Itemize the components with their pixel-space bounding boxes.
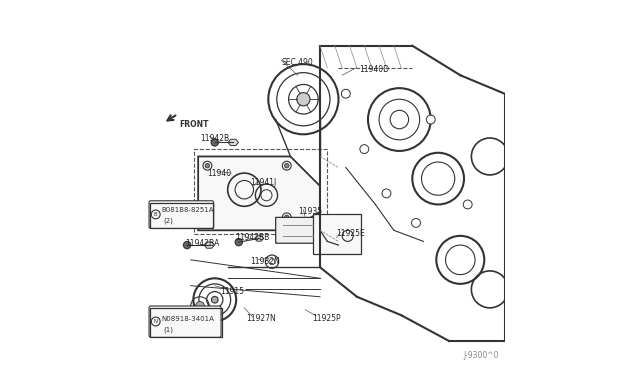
Text: (1): (1) — [163, 327, 173, 333]
Circle shape — [382, 189, 391, 198]
Circle shape — [426, 115, 435, 124]
Polygon shape — [204, 242, 214, 248]
Bar — [150, 203, 213, 228]
Text: FRONT: FRONT — [180, 120, 209, 129]
Text: 11940D: 11940D — [359, 65, 388, 74]
Polygon shape — [255, 236, 264, 241]
Text: J-9300^0: J-9300^0 — [463, 350, 499, 359]
Text: SEC.490: SEC.490 — [281, 58, 313, 67]
Circle shape — [196, 302, 204, 310]
Circle shape — [211, 139, 218, 146]
Circle shape — [184, 241, 191, 249]
Text: 11940: 11940 — [207, 169, 232, 177]
Text: 11942B: 11942B — [200, 134, 229, 142]
Circle shape — [285, 163, 289, 168]
Text: N: N — [154, 319, 157, 324]
Polygon shape — [276, 217, 328, 243]
Circle shape — [205, 163, 210, 168]
Circle shape — [285, 215, 289, 219]
Text: 11942BB: 11942BB — [235, 233, 269, 242]
Bar — [312, 214, 360, 254]
Text: (2): (2) — [163, 218, 173, 224]
Circle shape — [341, 89, 350, 98]
FancyBboxPatch shape — [149, 306, 221, 337]
Polygon shape — [198, 157, 320, 230]
FancyBboxPatch shape — [149, 201, 214, 228]
Text: 11942BA: 11942BA — [185, 239, 220, 248]
Circle shape — [297, 93, 310, 106]
Circle shape — [211, 296, 218, 303]
Circle shape — [205, 215, 210, 219]
Text: 11927N: 11927N — [246, 314, 276, 323]
Text: 11925P: 11925P — [312, 314, 341, 323]
Polygon shape — [228, 139, 239, 145]
Circle shape — [360, 145, 369, 154]
Text: 11925E: 11925E — [337, 230, 365, 238]
Text: B: B — [154, 212, 157, 217]
Circle shape — [235, 238, 243, 246]
Circle shape — [463, 200, 472, 209]
Text: 11941J: 11941J — [250, 178, 276, 187]
Text: 11935: 11935 — [298, 207, 322, 217]
Bar — [150, 308, 222, 337]
Text: 11915: 11915 — [220, 287, 244, 296]
Text: B081B8-8251A: B081B8-8251A — [161, 207, 214, 213]
Text: N08918-3401A: N08918-3401A — [161, 316, 214, 322]
Bar — [195, 149, 328, 234]
Circle shape — [412, 218, 420, 227]
Text: 11932N: 11932N — [250, 257, 280, 266]
